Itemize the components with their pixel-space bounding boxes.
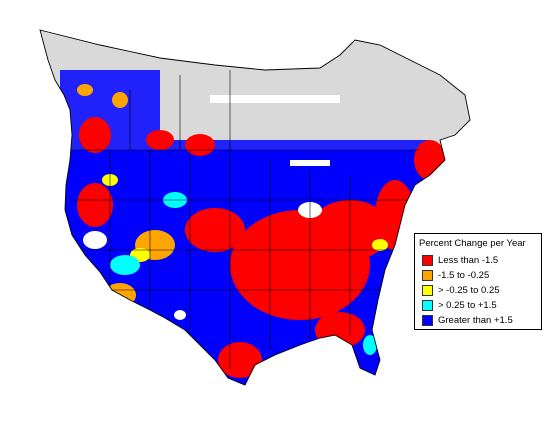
legend-swatch bbox=[422, 255, 433, 266]
legend-label: > 0.25 to +1.5 bbox=[438, 300, 497, 311]
legend-swatch bbox=[422, 270, 433, 281]
legend-label: Greater than +1.5 bbox=[438, 315, 513, 326]
legend-swatch bbox=[422, 315, 433, 326]
map-legend: Percent Change per Year Less than -1.5 -… bbox=[414, 233, 542, 330]
legend-label: -1.5 to -0.25 bbox=[438, 270, 490, 281]
legend-title: Percent Change per Year bbox=[419, 238, 526, 249]
legend-label: > -0.25 to 0.25 bbox=[438, 285, 500, 296]
legend-item-minus-0-25-to-0-25: > -0.25 to 0.25 bbox=[419, 283, 541, 298]
legend-item-greater-than-plus-1-5: Greater than +1.5 bbox=[419, 313, 541, 328]
legend-item-less-than-minus-1-5: Less than -1.5 bbox=[419, 253, 541, 268]
legend-label: Less than -1.5 bbox=[438, 255, 499, 266]
legend-item-minus-1-5-to-minus-0-25: -1.5 to -0.25 bbox=[419, 268, 541, 283]
legend-item-0-25-to-plus-1-5: > 0.25 to +1.5 bbox=[419, 298, 541, 313]
legend-swatch bbox=[422, 300, 433, 311]
legend-swatch bbox=[422, 285, 433, 296]
